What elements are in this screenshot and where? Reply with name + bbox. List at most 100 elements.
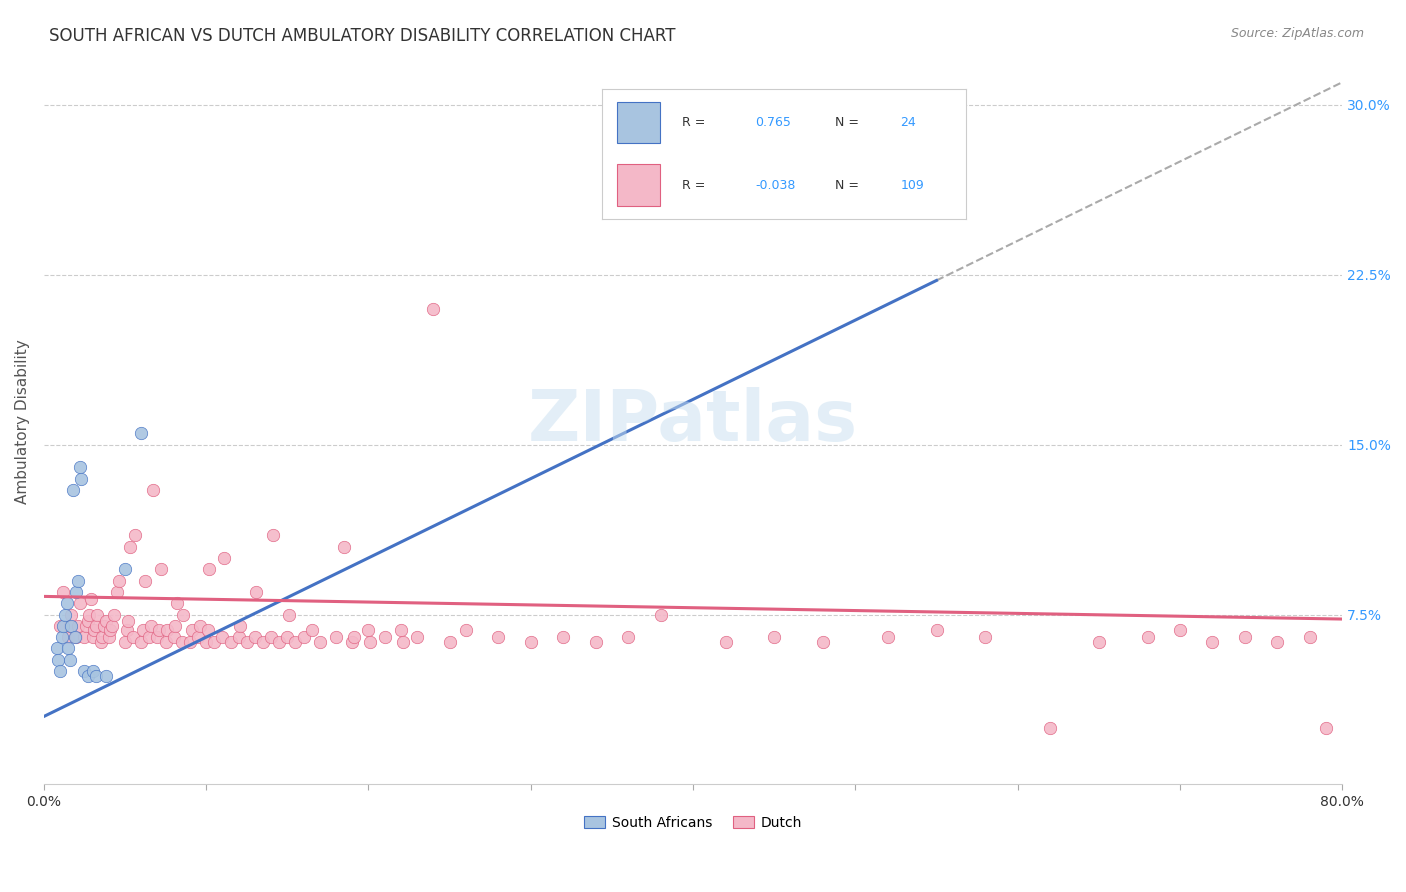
Point: [117, 615, 139, 629]
Point: [262, 528, 284, 542]
Point: [391, 634, 413, 648]
Point: [73, 664, 96, 678]
Point: [188, 619, 211, 633]
Point: [1201, 634, 1223, 648]
Point: [45, 641, 67, 656]
Point: [49, 664, 72, 678]
Point: [276, 630, 298, 644]
Point: [52, 585, 75, 599]
Point: [252, 634, 274, 648]
Point: [58, 630, 80, 644]
Point: [155, 634, 177, 648]
Point: [422, 301, 444, 316]
Point: [229, 619, 252, 633]
Point: [107, 574, 129, 588]
Point: [650, 607, 672, 622]
Point: [101, 619, 124, 633]
Point: [53, 607, 76, 622]
Point: [138, 630, 160, 644]
Point: [129, 634, 152, 648]
Point: [236, 634, 259, 648]
Point: [172, 607, 194, 622]
Point: [82, 664, 104, 678]
Point: [84, 668, 107, 682]
Point: [51, 630, 73, 644]
Point: [122, 630, 145, 644]
Text: Source: ZipAtlas.com: Source: ZipAtlas.com: [1230, 27, 1364, 40]
Point: [1265, 634, 1288, 648]
Point: [76, 615, 98, 629]
Point: [1136, 630, 1159, 644]
Point: [55, 596, 77, 610]
Point: [357, 624, 380, 638]
Point: [212, 550, 235, 565]
Point: [59, 653, 82, 667]
Point: [60, 607, 83, 622]
Point: [124, 528, 146, 542]
Point: [179, 634, 201, 648]
Point: [811, 634, 834, 648]
Point: [84, 619, 107, 633]
Point: [925, 624, 948, 638]
Point: [219, 634, 242, 648]
Point: [48, 653, 70, 667]
Point: [187, 630, 209, 644]
Point: [97, 630, 120, 644]
Point: [585, 634, 607, 648]
Point: [100, 624, 122, 638]
Point: [1233, 630, 1256, 644]
Point: [139, 619, 162, 633]
Point: [94, 615, 117, 629]
Point: [156, 624, 179, 638]
Point: [170, 634, 193, 648]
Point: [486, 630, 509, 644]
Point: [763, 630, 786, 644]
Point: [342, 634, 364, 648]
Point: [1315, 721, 1337, 735]
Point: [105, 585, 128, 599]
Point: [284, 634, 307, 648]
Point: [343, 630, 366, 644]
Point: [359, 634, 381, 648]
Point: [389, 624, 412, 638]
Point: [439, 634, 461, 648]
Point: [1039, 721, 1062, 735]
Point: [714, 634, 737, 648]
Point: [301, 624, 323, 638]
Point: [70, 472, 93, 486]
Point: [292, 630, 315, 644]
Point: [94, 668, 117, 682]
Point: [278, 607, 301, 622]
Point: [553, 630, 575, 644]
Point: [65, 585, 87, 599]
Point: [60, 619, 83, 633]
Point: [142, 483, 165, 497]
Point: [876, 630, 898, 644]
Point: [617, 630, 640, 644]
Point: [118, 540, 141, 554]
Point: [75, 619, 97, 633]
Point: [325, 630, 347, 644]
Point: [149, 562, 172, 576]
Point: [115, 624, 138, 638]
Point: [166, 596, 188, 610]
Point: [91, 630, 114, 644]
Point: [202, 634, 225, 648]
Point: [63, 630, 86, 644]
Point: [65, 630, 87, 644]
Point: [195, 634, 218, 648]
Point: [69, 596, 91, 610]
Point: [73, 630, 96, 644]
Point: [66, 619, 89, 633]
Point: [1168, 624, 1191, 638]
Point: [103, 607, 125, 622]
Point: [245, 585, 267, 599]
Point: [198, 562, 221, 576]
Text: ZIPatlas: ZIPatlas: [529, 387, 858, 457]
Point: [163, 630, 186, 644]
Text: SOUTH AFRICAN VS DUTCH AMBULATORY DISABILITY CORRELATION CHART: SOUTH AFRICAN VS DUTCH AMBULATORY DISABI…: [49, 27, 676, 45]
Point: [520, 634, 543, 648]
Point: [260, 630, 283, 644]
Point: [1299, 630, 1322, 644]
Point: [69, 460, 91, 475]
